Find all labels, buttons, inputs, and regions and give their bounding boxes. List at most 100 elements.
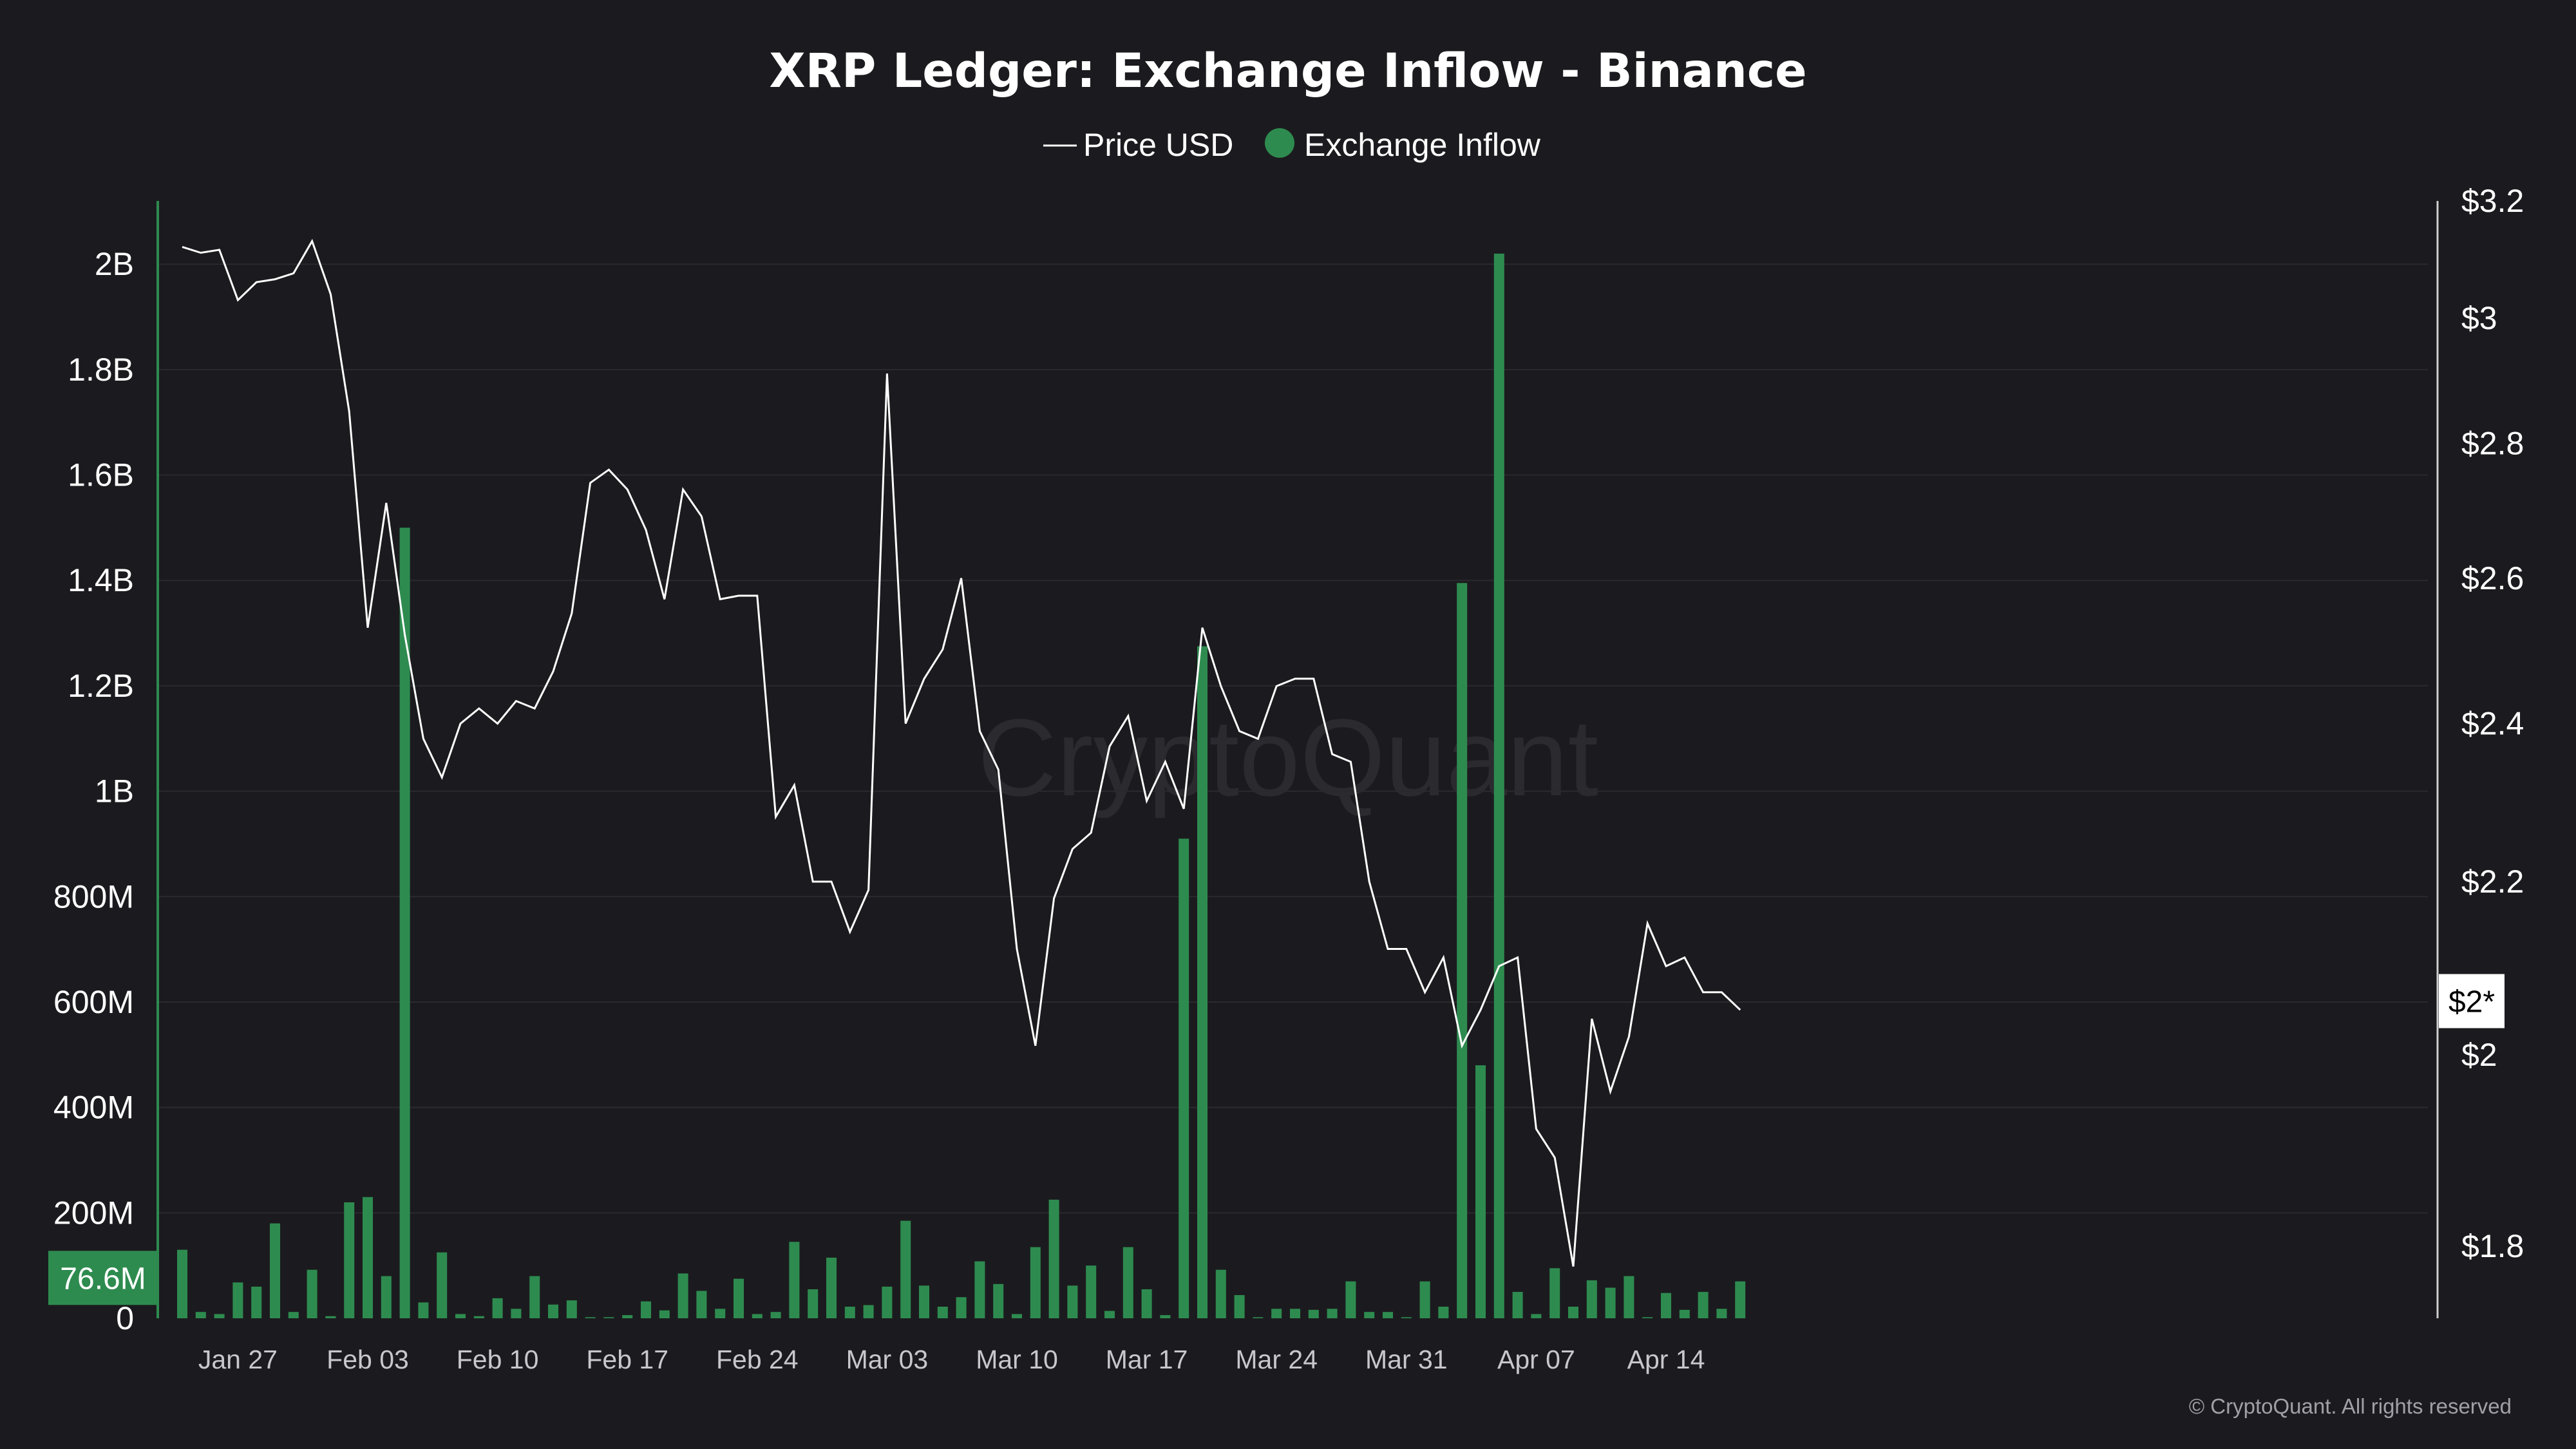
x-tick-label: Mar 24 [1235,1345,1318,1374]
left-tick-label: 0 [116,1300,134,1336]
inflow-bar [585,1317,596,1318]
inflow-bar [659,1310,670,1318]
left-tick-label: 600M [53,984,134,1020]
inflow-bar [437,1252,448,1318]
inflow-bar [863,1305,874,1318]
inflow-bar [1290,1309,1300,1318]
x-tick-label: Mar 17 [1106,1345,1188,1374]
inflow-bar [1104,1311,1115,1318]
inflow-bar [1179,838,1189,1318]
inflow-bar [325,1316,336,1318]
inflow-bar [418,1302,429,1318]
left-tick-label: 400M [53,1090,134,1126]
inflow-bar [696,1291,707,1318]
inflow-bar [307,1269,317,1318]
legend[interactable]: Price USD Exchange Inflow [1043,127,1541,163]
right-tick-label: $3 [2461,300,2497,336]
x-tick-label: Mar 10 [976,1345,1058,1374]
inflow-bar [956,1297,967,1318]
inflow-bar [1568,1306,1578,1318]
inflow-bar [1141,1289,1152,1318]
inflow-bar [1215,1269,1226,1318]
grid [158,263,2428,1214]
inflow-bar [919,1285,929,1318]
right-tick-label: $2.2 [2461,864,2524,900]
inflow-bar [288,1312,299,1318]
inflow-bar [993,1283,1004,1318]
inflow-bar [548,1304,558,1318]
left-tick-label: 1.2B [68,668,134,704]
x-tick-label: Feb 17 [586,1345,668,1374]
inflow-bar [177,1249,187,1318]
inflow-bar [363,1197,373,1318]
inflow-bar [1122,1247,1133,1318]
x-tick-label: Mar 31 [1365,1345,1448,1374]
x-tick-label: Feb 03 [327,1345,409,1374]
price-line [182,238,1741,1267]
x-tick-label: Apr 07 [1497,1345,1575,1374]
left-tick-label: 2B [95,246,134,282]
inflow-bar [752,1314,762,1318]
x-tick-label: Feb 10 [457,1345,539,1374]
x-tick-label: Mar 03 [846,1345,929,1374]
inflow-bar [1457,583,1468,1318]
right-current-value-label: $2* [2448,985,2495,1019]
watermark: CryptoQuant [978,697,1598,819]
inflow-bar [1160,1315,1171,1318]
inflow-bar [1438,1306,1449,1318]
inflow-bar [1624,1276,1634,1318]
inflow-bar [789,1242,800,1318]
inflow-bar [882,1286,893,1318]
inflow-bar [974,1261,985,1318]
left-tick-label: 1.4B [68,562,134,598]
inflow-bar [1327,1309,1338,1318]
inflow-bar [1475,1065,1486,1318]
inflow-bar [677,1273,688,1318]
inflow-bar [232,1282,243,1318]
right-tick-label: $1.8 [2461,1228,2524,1264]
legend-inflow-dot-icon [1265,128,1294,158]
inflow-bar [195,1312,206,1318]
inflow-bar [1308,1309,1319,1318]
inflow-bar [1086,1265,1097,1318]
chart-title: XRP Ledger: Exchange Inflow - Binance [769,44,1806,99]
inflow-bar [214,1314,225,1318]
inflow-bar [270,1223,280,1318]
inflow-bar [1383,1312,1393,1318]
inflow-bar [1253,1317,1264,1318]
legend-inflow-label[interactable]: Exchange Inflow [1304,127,1541,163]
inflow-bar [1735,1281,1746,1318]
inflow-bar [1661,1293,1671,1318]
right-tick-label: $2.6 [2461,560,2524,596]
inflow-bar [1531,1314,1542,1318]
inflow-bar [1234,1294,1245,1318]
inflow-bar [511,1309,522,1318]
inflow-bar [844,1306,855,1318]
legend-price-label[interactable]: Price USD [1083,127,1233,163]
inflow-bar [1419,1281,1430,1318]
inflow-bar [1030,1247,1041,1318]
inflow-bar [1067,1285,1078,1318]
inflow-bar [1679,1309,1690,1318]
inflow-bar [622,1315,633,1318]
inflow-bar [1605,1287,1616,1318]
right-tick-label: $2 [2461,1037,2497,1073]
inflow-bar [1048,1199,1059,1318]
inflow-bar [603,1317,614,1318]
inflow-bar [344,1202,355,1318]
inflow-bar [251,1286,262,1318]
inflow-bar [1549,1268,1560,1318]
inflow-bar [734,1278,744,1318]
inflow-bar [826,1257,837,1318]
inflow-bar [770,1312,781,1318]
right-tick-label: $2.4 [2461,706,2524,742]
inflow-bar [641,1301,651,1318]
x-tick-label: Feb 24 [716,1345,799,1374]
inflow-bar [1364,1312,1375,1318]
inflow-bar [529,1276,540,1318]
inflow-bar [715,1309,726,1318]
right-axis-ticks: $1.8 $2 $2.2 $2.4 $2.6 $2.8 $3 $3.2 [2461,183,2524,1264]
copyright-text: © CryptoQuant. All rights reserved [2189,1394,2512,1418]
